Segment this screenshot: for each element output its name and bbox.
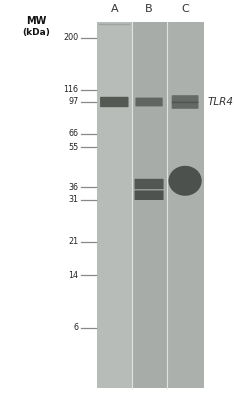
FancyBboxPatch shape	[135, 179, 164, 189]
Ellipse shape	[168, 166, 202, 196]
Text: 55: 55	[68, 143, 78, 152]
Text: (kDa): (kDa)	[22, 28, 50, 37]
Text: TLR4: TLR4	[207, 97, 233, 107]
Text: MW: MW	[26, 16, 47, 26]
Text: C: C	[181, 4, 189, 14]
Text: 21: 21	[68, 238, 78, 246]
Bar	[132, 22, 167, 388]
Bar	[167, 22, 204, 388]
FancyBboxPatch shape	[172, 95, 198, 103]
FancyBboxPatch shape	[100, 97, 128, 107]
Text: A: A	[110, 4, 118, 14]
Text: 66: 66	[68, 130, 78, 138]
Text: 116: 116	[63, 86, 78, 94]
FancyBboxPatch shape	[172, 102, 198, 109]
FancyBboxPatch shape	[135, 190, 164, 200]
Text: 97: 97	[68, 98, 78, 106]
Bar	[97, 22, 132, 388]
Text: 31: 31	[68, 196, 78, 204]
Bar	[97, 22, 204, 388]
Text: 6: 6	[73, 324, 78, 332]
FancyBboxPatch shape	[135, 98, 163, 106]
Text: 36: 36	[68, 183, 78, 192]
Text: B: B	[145, 4, 153, 14]
Text: 200: 200	[63, 34, 78, 42]
Text: 14: 14	[68, 271, 78, 280]
